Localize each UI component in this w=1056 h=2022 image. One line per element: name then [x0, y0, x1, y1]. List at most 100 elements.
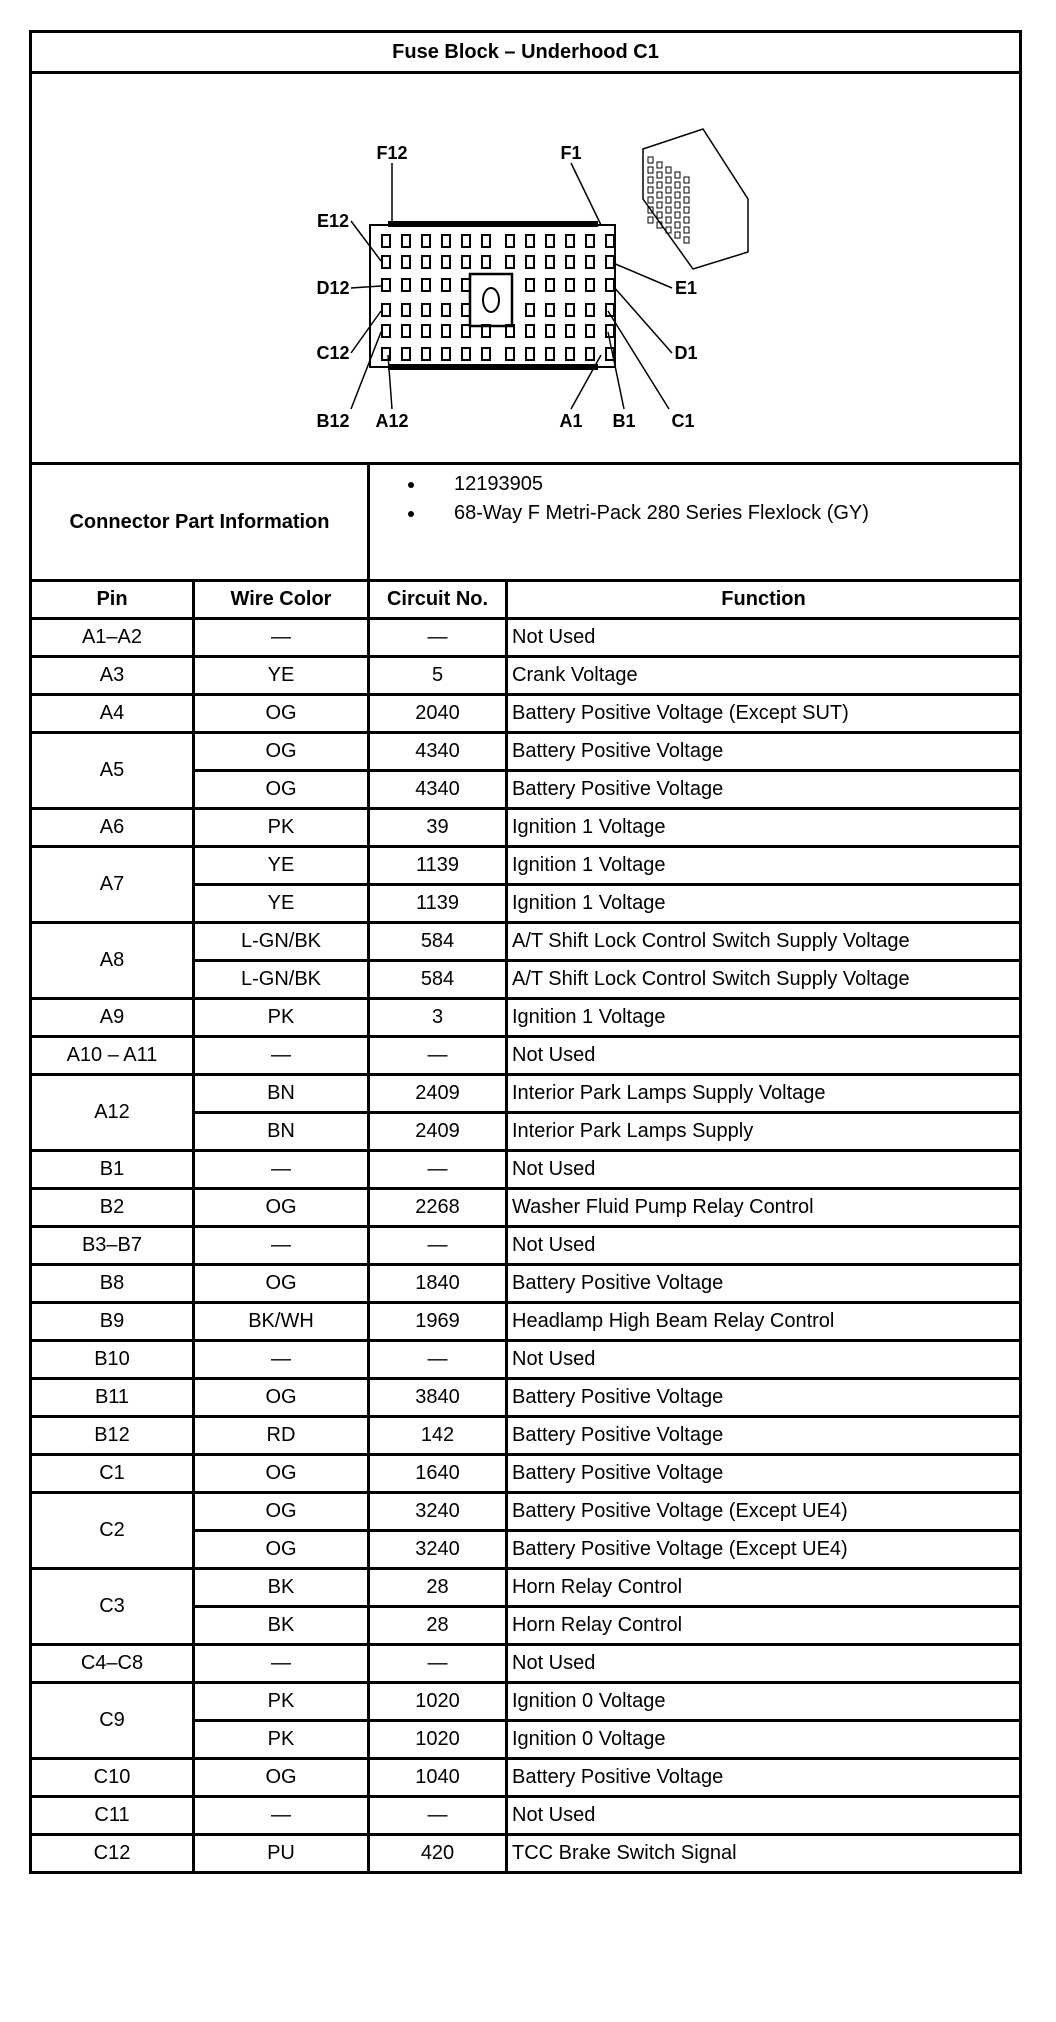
isometric-pin [665, 196, 672, 204]
pin-cell: B10 [29, 1339, 195, 1380]
table-row: L-GN/BK 584 A/T Shift Lock Control Switch … [31, 959, 1023, 1000]
pin-cell: B2 [29, 1187, 195, 1228]
table-row: B2 OG 2268 Washer Fluid Pump Relay Control [29, 1187, 1023, 1228]
isometric-pin [647, 176, 654, 184]
pin-cell: C11 [29, 1795, 195, 1836]
wire-color-cell: BN [192, 1111, 370, 1152]
function-cell: Crank Voltage [504, 655, 1023, 696]
wire-color-cell: OG [192, 693, 370, 734]
pin-cavity [525, 278, 535, 292]
pin-cavity [481, 347, 491, 361]
pin-label-b12: B12 [316, 411, 349, 431]
pin-cavity [525, 303, 535, 317]
leader-line [350, 331, 382, 410]
wire-color-cell: — [192, 1035, 370, 1076]
table-row: YE 1139 Ignition 1 Voltage [31, 883, 1023, 924]
isometric-pin [683, 216, 690, 224]
pin-cavity [545, 303, 555, 317]
pin-cavity [525, 234, 535, 248]
wire-color-cell: PK [192, 807, 370, 848]
table-title: Fuse Block – Underhood C1 [28, 30, 1023, 74]
function-cell: Headlamp High Beam Relay Control [504, 1301, 1023, 1342]
table-row: A9 PK 3 Ignition 1 Voltage [29, 997, 1023, 1038]
pin-label-c12: C12 [316, 343, 349, 363]
leader-line [387, 354, 393, 410]
wire-color-cell: OG [192, 1187, 370, 1228]
function-cell: Battery Positive Voltage [504, 1377, 1023, 1418]
pin-label-c1: C1 [671, 411, 694, 431]
wire-color-cell: BK [192, 1605, 370, 1646]
circuit-cell: 5 [367, 655, 508, 696]
pin-cavity [545, 347, 555, 361]
wire-color-cell: — [192, 1643, 370, 1684]
isometric-pin [665, 166, 672, 174]
housing-top-rail [388, 221, 598, 227]
table-row: A4 OG 2040 Battery Positive Voltage (Except… [29, 693, 1023, 734]
isometric-pin [665, 206, 672, 214]
pin-cavity [605, 234, 615, 248]
table-row: A10 – A11— — Not Used [29, 1035, 1023, 1076]
pin-cavity [381, 347, 391, 361]
pin-label-f12: F12 [376, 143, 407, 163]
circuit-cell: 2409 [367, 1073, 508, 1114]
table-row: BK 28 Horn Relay Control [31, 1605, 1023, 1646]
pin-cavity [545, 234, 555, 248]
pin-cavity [565, 278, 575, 292]
pin-cavity [585, 255, 595, 269]
table-row: A5 OG 4340 Battery Positive Voltage [29, 731, 1023, 810]
pin-cavity [441, 347, 451, 361]
pin-cell: B9 [29, 1301, 195, 1342]
table-row: C1 OG 1640 Battery Positive Voltage [29, 1453, 1023, 1494]
pin-cavity [381, 255, 391, 269]
pin-cavity [605, 347, 615, 361]
function-cell: A/T Shift Lock Control Switch Supply Vol… [504, 921, 1023, 962]
pin-cavity [381, 234, 391, 248]
pin-cavity [545, 278, 555, 292]
circuit-cell: 584 [367, 959, 508, 1000]
pin-cell: A8 [29, 921, 195, 1000]
circuit-cell: 584 [367, 921, 508, 962]
pin-cell: A1–A2 [29, 617, 195, 658]
table-row: B11 OG 3840 Battery Positive Voltage [29, 1377, 1023, 1418]
isometric-pin [665, 186, 672, 194]
wire-color-cell: BN [192, 1073, 370, 1114]
pin-cavity [441, 255, 451, 269]
pin-cell: A5 [29, 731, 195, 810]
circuit-cell: 28 [367, 1567, 508, 1608]
center-bolt-box [468, 272, 514, 328]
pin-cell: A7 [29, 845, 195, 924]
function-cell: Interior Park Lamps Supply Voltage [504, 1073, 1023, 1114]
pin-label-e12: E12 [317, 211, 349, 231]
pin-cavity [565, 234, 575, 248]
isometric-pin [647, 216, 654, 224]
wire-color-cell: L-GN/BK [192, 921, 370, 962]
pin-cell: A12 [29, 1073, 195, 1152]
pin-label-f1: F1 [560, 143, 581, 163]
isometric-pin [656, 161, 663, 169]
table-row: OG 4340 Battery Positive Voltage [31, 769, 1023, 810]
pin-cavity [421, 347, 431, 361]
pin-cavity [565, 255, 575, 269]
col-header-circuit: Circuit No. [367, 579, 508, 620]
pin-cell: B12 [29, 1415, 195, 1456]
pin-cavity [441, 324, 451, 338]
pin-cavity [481, 255, 491, 269]
function-cell: Battery Positive Voltage [504, 1453, 1023, 1494]
table-row: BN 2409 Interior Park Lamps Supply [31, 1111, 1023, 1152]
function-cell: Not Used [504, 617, 1023, 658]
connector-table: Fuse Block – Underhood C1 F12 F1 E12 D12 C12… [28, 30, 1023, 1874]
table-row: C3 BK 28 Horn Relay Control [29, 1567, 1023, 1646]
function-cell: Not Used [504, 1339, 1023, 1380]
isometric-pin [683, 226, 690, 234]
pin-cavity [585, 303, 595, 317]
circuit-cell: 1139 [367, 883, 508, 924]
circuit-cell: — [367, 617, 508, 658]
table-row: OG 3240 Battery Positive Voltage (Except U… [31, 1529, 1023, 1570]
table-row: C10 OG 1040 Battery Positive Voltage [29, 1757, 1023, 1798]
isometric-pin [647, 186, 654, 194]
isometric-pin [674, 221, 681, 229]
table-row: A1–A2— — Not Used [29, 617, 1023, 658]
function-cell: Battery Positive Voltage [504, 731, 1023, 772]
col-header-pin: Pin [29, 579, 195, 620]
pin-cavity [461, 303, 471, 317]
